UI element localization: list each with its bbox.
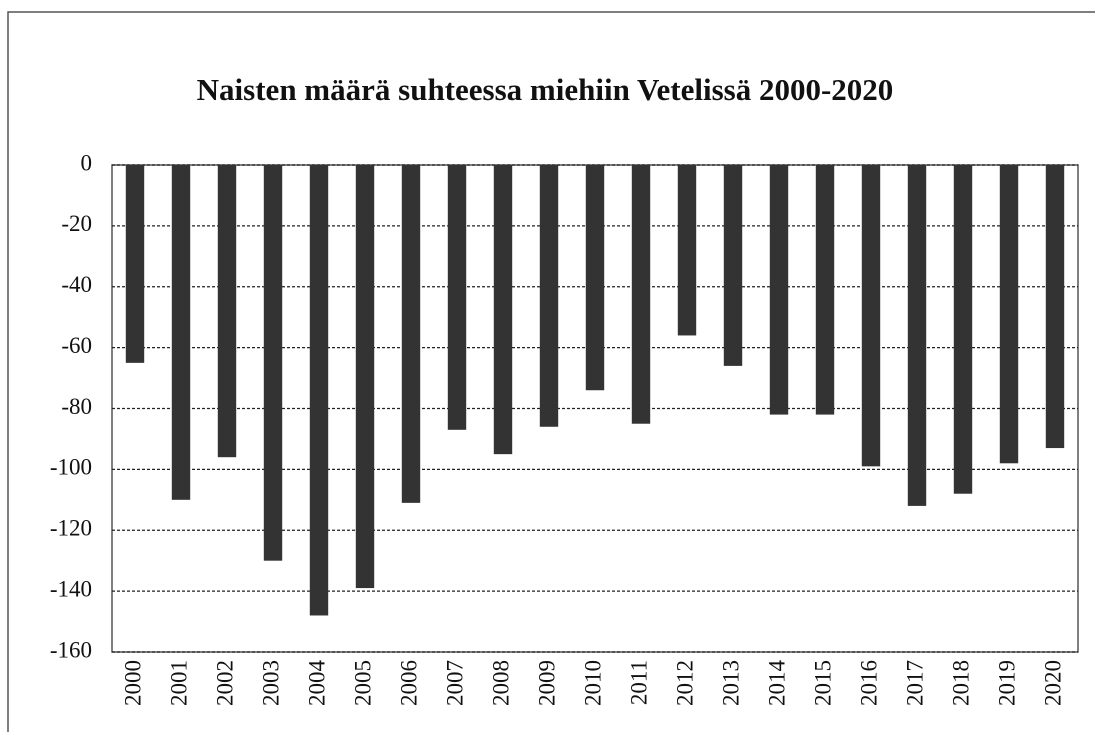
bar (447, 165, 467, 430)
x-tick-label: 2005 (350, 660, 375, 706)
y-tick-label: -60 (61, 333, 92, 358)
x-tick-label: 2018 (948, 660, 973, 706)
y-tick-label: -40 (61, 272, 92, 297)
y-tick-label: -120 (50, 516, 92, 541)
x-tick-label: 2011 (626, 660, 651, 705)
x-tick-label: 2019 (994, 660, 1019, 706)
bar (217, 165, 237, 458)
x-tick-label: 2014 (764, 660, 789, 707)
x-tick-label: 2013 (718, 660, 743, 706)
bar (907, 165, 927, 506)
chart-frame (7, 11, 1095, 732)
x-tick-label: 2012 (672, 660, 697, 706)
bar (1045, 165, 1065, 449)
bar (999, 165, 1019, 464)
bar (585, 165, 605, 391)
bar (309, 165, 329, 616)
y-tick-label: 0 (81, 150, 93, 175)
bar (631, 165, 651, 424)
x-tick-label: 2020 (1040, 660, 1065, 706)
x-tick-label: 2010 (580, 660, 605, 706)
bar (861, 165, 881, 467)
bar (677, 165, 697, 336)
y-tick-label: -100 (50, 455, 92, 480)
bar (401, 165, 421, 503)
bar (263, 165, 283, 561)
x-tick-label: 2017 (902, 660, 927, 706)
x-tick-label: 2015 (810, 660, 835, 706)
bar (171, 165, 191, 500)
bar (493, 165, 513, 455)
x-tick-label: 2008 (488, 660, 513, 706)
bar (953, 165, 973, 494)
bar (539, 165, 559, 427)
x-tick-label: 2006 (396, 660, 421, 706)
x-tick-label: 2016 (856, 660, 881, 706)
x-tick-label: 2009 (534, 660, 559, 706)
x-tick-label: 2004 (304, 660, 329, 707)
bar (723, 165, 743, 366)
bar (815, 165, 835, 415)
y-tick-label: -80 (61, 394, 92, 419)
x-tick-label: 2003 (258, 660, 283, 706)
x-tick-label: 2007 (442, 660, 467, 706)
bar (355, 165, 375, 589)
y-tick-label: -140 (50, 576, 92, 601)
y-tick-label: -160 (50, 637, 92, 662)
x-tick-label: 2002 (212, 660, 237, 706)
bar (125, 165, 145, 363)
chart-title: Naisten määrä suhteessa miehiin Veteliss… (197, 72, 894, 107)
x-tick-label: 2000 (120, 660, 145, 706)
y-tick-label: -20 (61, 211, 92, 236)
bar (769, 165, 789, 415)
x-tick-label: 2001 (166, 660, 191, 706)
